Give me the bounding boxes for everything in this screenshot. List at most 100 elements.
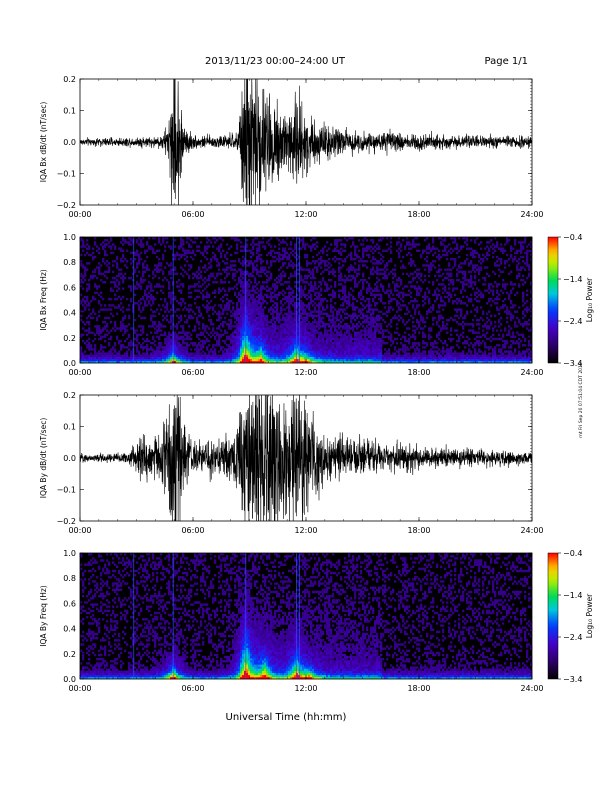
spectrogram-cell	[334, 293, 337, 297]
spectrogram-cell	[234, 325, 237, 328]
spectrogram-cell	[382, 339, 385, 343]
spectrogram-cell	[240, 348, 243, 351]
spectrogram-cell	[342, 304, 345, 307]
spectrogram-cell	[324, 327, 327, 330]
spectrogram-cell	[396, 356, 399, 360]
spectrogram-cell	[352, 356, 355, 360]
spectrogram-cell	[378, 356, 381, 360]
spectrogram-cell	[284, 337, 287, 341]
spectrogram-cell	[84, 268, 87, 271]
spectrogram-cell	[288, 337, 291, 341]
spectrogram-cell	[254, 300, 257, 303]
spectrogram-cell	[362, 350, 365, 353]
spectrogram-cell	[272, 331, 275, 334]
spectrogram-cell	[266, 316, 269, 320]
spectrogram-cell	[402, 318, 405, 322]
spectrogram-cell	[380, 323, 383, 326]
spectrogram-cell	[292, 321, 295, 324]
spectrogram-cell	[288, 291, 291, 294]
spectrogram-cell	[268, 295, 271, 299]
spectrogram-cell	[258, 350, 261, 353]
spectrogram-cell	[272, 327, 275, 330]
spectrogram-cell	[308, 304, 311, 307]
spectrogram-cell	[228, 318, 231, 322]
spectrogram-cell	[302, 281, 305, 284]
spectrogram-cell	[156, 266, 159, 269]
spectrogram-cell	[266, 289, 269, 292]
spectrogram-cell	[228, 302, 231, 305]
spectrogram-cell	[388, 331, 391, 334]
spectrogram-cell	[372, 321, 375, 324]
spectrogram-cell	[258, 249, 261, 252]
spectrogram-cell	[306, 323, 309, 326]
spectrogram-cell	[126, 308, 129, 311]
spectrogram-cell	[190, 348, 193, 351]
spectrogram-cell	[194, 274, 197, 278]
spectrogram-cell	[306, 276, 309, 280]
spectrogram-cell	[236, 356, 239, 360]
spectrogram-cell	[222, 354, 225, 357]
spectrogram-cell	[218, 289, 221, 292]
spectrogram-cell	[242, 344, 245, 347]
spectrogram-cell	[306, 329, 309, 332]
spectrogram-cell	[280, 325, 283, 328]
spectrogram-cell	[238, 300, 241, 303]
spectrogram-cell	[270, 251, 273, 255]
spectrogram-cell	[194, 352, 197, 355]
spectrogram-cell	[184, 314, 187, 318]
spectrogram-cell	[168, 352, 171, 355]
spectrogram-cell	[236, 342, 239, 345]
spectrogram-cell	[98, 268, 101, 271]
spectrogram-cell	[262, 333, 265, 336]
spectrogram-cell	[188, 335, 191, 339]
spectrogram-cell	[124, 358, 127, 362]
spectrogram-cell	[258, 295, 261, 299]
spectrogram-cell	[328, 325, 331, 328]
spectrogram-cell	[224, 289, 227, 292]
spectrogram-cell	[176, 333, 179, 336]
spectrogram-cell	[126, 360, 129, 364]
spectrogram-cell	[290, 329, 293, 332]
spectrogram-cell	[200, 360, 203, 364]
spectrogram-cell	[310, 270, 313, 273]
spectrogram-cell	[306, 262, 309, 265]
spectrogram-cell	[326, 253, 329, 257]
spectrogram-cell	[258, 323, 261, 326]
spectrogram-cell	[328, 318, 331, 322]
spectrogram-cell	[108, 360, 111, 364]
spectrogram-cell	[406, 358, 409, 362]
spectrogram-cell	[290, 356, 293, 360]
spectrogram-cell	[164, 316, 167, 320]
spectrogram-cell	[204, 327, 207, 330]
spectrogram-cell	[252, 268, 255, 271]
spectrogram-cell	[238, 260, 241, 263]
spectrogram-cell	[394, 352, 397, 355]
spectrogram-cell	[188, 358, 191, 362]
spectrogram-cell	[178, 348, 181, 351]
spectrogram-cell	[348, 342, 351, 345]
spectrogram-cell	[276, 302, 279, 305]
spectrogram-cell	[328, 270, 331, 273]
spectrogram-cell	[378, 352, 381, 355]
spectrogram-cell	[232, 350, 235, 353]
spectrogram-cell	[84, 272, 87, 276]
spectrogram-cell	[178, 358, 181, 362]
spectrogram-cell	[236, 318, 239, 322]
spectrogram-cell	[332, 258, 335, 261]
spectrogram-cell	[136, 262, 139, 265]
spectrogram-cell	[246, 293, 249, 297]
spectrogram-cell	[206, 360, 209, 364]
spectrogram-cell	[288, 287, 291, 290]
spectrogram-cell	[114, 342, 117, 345]
spectrogram-cell	[294, 314, 297, 318]
x-axis-label: Universal Time (hh:mm)	[226, 712, 347, 723]
spectrogram-cell	[106, 325, 109, 328]
spectrogram-cell	[188, 360, 191, 364]
spectrogram-cell	[244, 325, 247, 328]
spectrogram-cell	[384, 249, 387, 252]
spectrogram-cell	[88, 262, 91, 265]
spectrogram-cell	[406, 243, 409, 246]
spectrogram-cell	[310, 325, 313, 328]
spectrogram-cell	[142, 327, 145, 330]
spectrogram-cell	[174, 245, 177, 248]
